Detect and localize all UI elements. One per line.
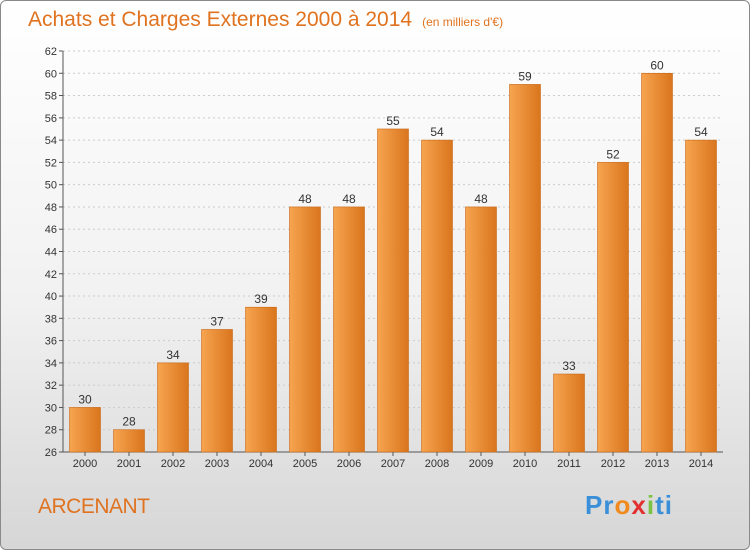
y-tick-labels: 26 28 30 32 34 36 38 40 42 44 46 48 50 52 54 56 58 60 62 bbox=[45, 46, 57, 459]
x-tick-label-2010: 2010 bbox=[513, 458, 537, 470]
value-label-2007: 55 bbox=[386, 114, 400, 128]
proxiti-logo: Proxiti bbox=[585, 490, 673, 520]
bar-2009 bbox=[465, 206, 497, 453]
bar-2013 bbox=[641, 72, 673, 453]
y-tick-label: 30 bbox=[45, 402, 57, 414]
y-tick-label: 60 bbox=[45, 68, 57, 80]
y-tick-label: 48 bbox=[45, 202, 57, 214]
y-tick-label: 26 bbox=[45, 447, 57, 459]
x-tick-label-2012: 2012 bbox=[601, 458, 625, 470]
bar-2007 bbox=[377, 128, 409, 453]
bar-2002 bbox=[157, 362, 189, 453]
value-label-2009: 48 bbox=[474, 192, 488, 206]
value-label-2013: 60 bbox=[650, 58, 664, 72]
x-tick-label-2001: 2001 bbox=[117, 458, 141, 470]
x-tick-label-2000: 2000 bbox=[73, 458, 97, 470]
value-label-2005: 48 bbox=[298, 192, 312, 206]
value-label-2014: 54 bbox=[694, 125, 708, 139]
value-label-2006: 48 bbox=[342, 192, 356, 206]
y-tick-label: 38 bbox=[45, 313, 57, 325]
y-tick-label: 36 bbox=[45, 336, 57, 348]
x-tick-label-2014: 2014 bbox=[689, 458, 713, 470]
value-label-2004: 39 bbox=[254, 292, 268, 306]
y-tick-label: 34 bbox=[45, 358, 57, 370]
bar-2006 bbox=[333, 206, 365, 453]
value-label-2000: 30 bbox=[78, 392, 92, 406]
x-tick-label-2007: 2007 bbox=[381, 458, 405, 470]
bar-2012 bbox=[597, 162, 629, 453]
x-tick-label-2009: 2009 bbox=[469, 458, 493, 470]
y-tick-label: 46 bbox=[45, 224, 57, 236]
chart-subtitle: (en milliers d'€) bbox=[422, 15, 504, 29]
x-tick-label-2006: 2006 bbox=[337, 458, 361, 470]
chart-title-text: Achats et Charges Externes 2000 à 2014 bbox=[28, 8, 413, 31]
y-tick-label: 54 bbox=[45, 135, 57, 147]
value-label-2012: 52 bbox=[606, 147, 620, 161]
x-tick-label-2011: 2011 bbox=[557, 458, 581, 470]
x-tick-label-2005: 2005 bbox=[293, 458, 317, 470]
x-tick-label-2004: 2004 bbox=[249, 458, 273, 470]
x-tick-label-2002: 2002 bbox=[161, 458, 185, 470]
value-label-2003: 37 bbox=[210, 314, 224, 328]
bar-2014 bbox=[685, 139, 717, 453]
y-tick-label: 52 bbox=[45, 157, 57, 169]
bar-2003 bbox=[201, 329, 233, 453]
y-tick-label: 58 bbox=[45, 91, 57, 103]
bar-2000 bbox=[69, 407, 101, 453]
x-tick-labels: 2000 2001 2002 2003 2004 2005 2006 2007 2008 2009… bbox=[73, 452, 713, 470]
x-tick-label-2008: 2008 bbox=[425, 458, 449, 470]
y-tick-label: 28 bbox=[45, 425, 57, 437]
bar-2011 bbox=[553, 373, 585, 453]
value-label-2008: 54 bbox=[430, 125, 444, 139]
x-tick-label-2003: 2003 bbox=[205, 458, 229, 470]
y-tick-label: 56 bbox=[45, 113, 57, 125]
value-label-2011: 33 bbox=[562, 359, 576, 373]
commune-name: ARCENANT bbox=[38, 495, 150, 518]
value-label-2002: 34 bbox=[166, 348, 180, 362]
y-tick-label: 44 bbox=[45, 247, 57, 259]
y-tick-label: 40 bbox=[45, 291, 57, 303]
bars bbox=[69, 72, 717, 453]
value-labels: 30 28 34 37 39 48 48 55 54 48 59 33 52 60 54 bbox=[78, 58, 708, 428]
bar-2001 bbox=[113, 429, 145, 453]
y-tick-label: 32 bbox=[45, 380, 57, 392]
y-tick-label: 42 bbox=[45, 269, 57, 281]
bar-2008 bbox=[421, 139, 453, 453]
bar-2010 bbox=[509, 84, 541, 453]
value-label-2001: 28 bbox=[122, 415, 136, 429]
bar-2005 bbox=[289, 206, 321, 453]
bar-2004 bbox=[245, 306, 277, 453]
chart-title: Achats et Charges Externes 2000 à 2014 (e… bbox=[28, 8, 503, 32]
x-tick-label-2013: 2013 bbox=[645, 458, 669, 470]
y-tick-label: 62 bbox=[45, 46, 57, 58]
y-tick-label: 50 bbox=[45, 180, 57, 192]
value-label-2010: 59 bbox=[518, 69, 532, 83]
